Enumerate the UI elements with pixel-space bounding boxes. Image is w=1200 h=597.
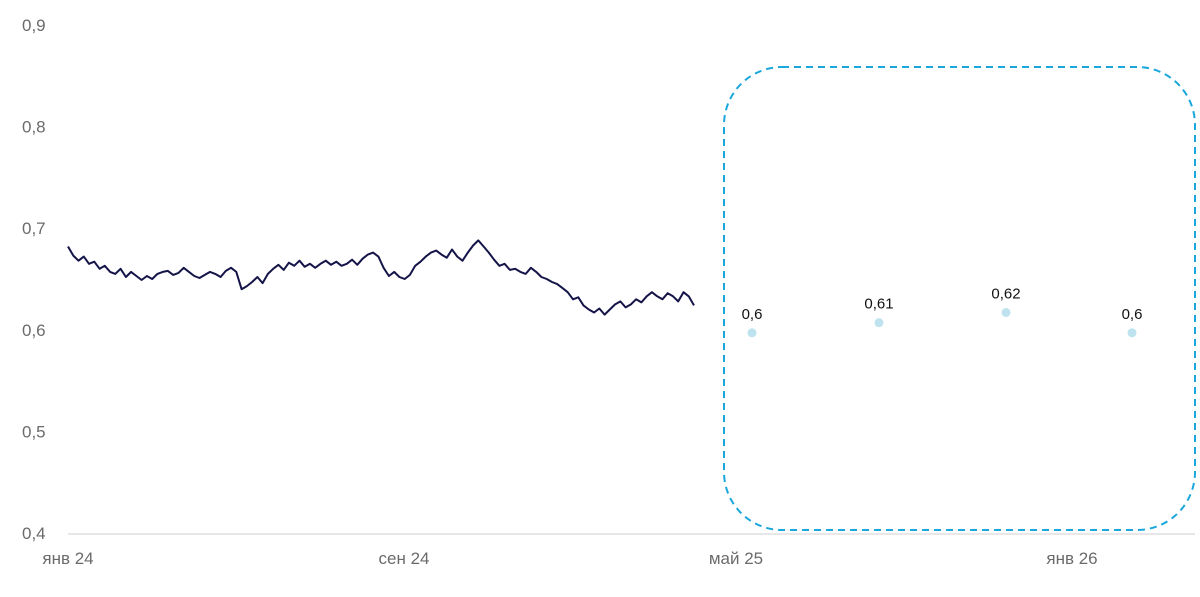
forecast-point — [747, 328, 757, 338]
forecast-point — [874, 318, 884, 328]
forecast-point — [1127, 328, 1137, 338]
forecast-points — [747, 307, 1137, 338]
forecast-point-label: 0,6 — [742, 306, 763, 323]
x-axis-ticks: янв 24 сен 24 май 25 янв 26 — [42, 549, 1097, 568]
x-tick-label: янв 26 — [1046, 549, 1097, 568]
y-tick-label: 0,7 — [22, 219, 46, 238]
forecast-point — [1001, 307, 1011, 317]
history-series-line — [67, 239, 695, 316]
forecast-point-label: 0,62 — [991, 285, 1020, 302]
y-tick-label: 0,5 — [22, 422, 46, 441]
x-tick-label: сен 24 — [379, 549, 430, 568]
y-tick-label: 0,4 — [22, 524, 46, 543]
y-tick-label: 0,8 — [22, 118, 46, 137]
y-axis-ticks: 0,4 0,5 0,6 0,7 0,8 0,9 — [22, 16, 46, 543]
forecast-point-label: 0,61 — [864, 296, 893, 313]
y-tick-label: 0,6 — [22, 321, 46, 340]
forecast-highlight-box — [723, 66, 1196, 531]
forecast-point-labels: 0,6 0,61 0,62 0,6 — [742, 285, 1143, 322]
y-tick-label: 0,9 — [22, 16, 46, 35]
x-tick-label: янв 24 — [42, 549, 93, 568]
x-tick-label: май 25 — [709, 549, 763, 568]
forecast-point-label: 0,6 — [1122, 306, 1143, 323]
